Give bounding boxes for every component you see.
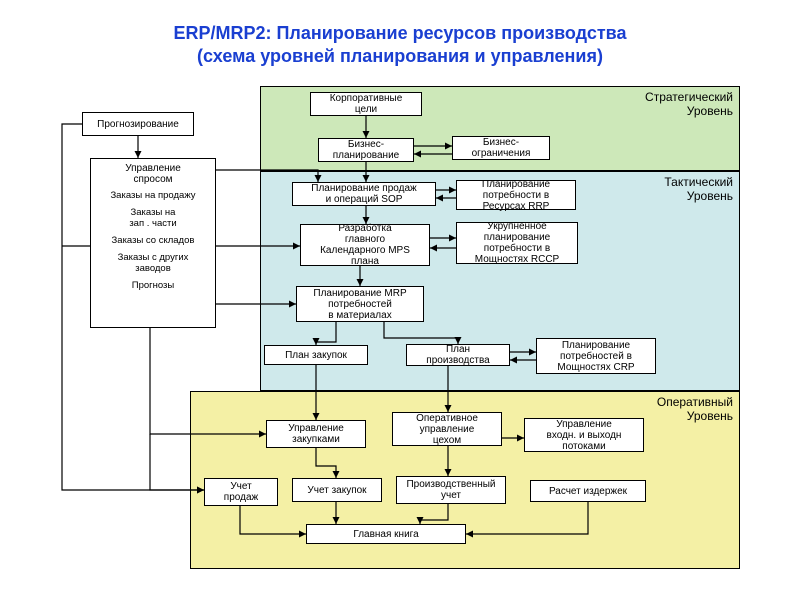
region-operational-label: ОперативныйУровень xyxy=(657,396,733,424)
node-cost_calc: Расчет издержек xyxy=(530,480,646,502)
node-purch_plan: План закупок xyxy=(264,345,368,365)
node-biz_constr: Бизнес-ограничения xyxy=(452,136,550,160)
node-sales_acct: Учетпродаж xyxy=(204,478,278,506)
demand-line-1: Заказы назап . части xyxy=(97,208,209,230)
node-prod_plan: Планпроизводства xyxy=(406,344,510,366)
node-biz_plan: Бизнес-планирование xyxy=(318,138,414,162)
node-crp: Планированиепотребностей вМощностях CRP xyxy=(536,338,656,374)
demand-management-box: Управлениеспросом Заказы на продажу Заказ… xyxy=(90,158,216,328)
page-title: ERP/MRP2: Планирование ресурсов производ… xyxy=(0,0,800,67)
node-shop_ctrl: Оперативноеуправлениецехом xyxy=(392,412,502,446)
node-prod_acct: Производственныйучет xyxy=(396,476,506,504)
node-mps: РазработкаглавногоКалендарного MPSплана xyxy=(300,224,430,266)
node-purch_acct: Учет закупок xyxy=(292,478,382,502)
demand-line-3: Заказы с другихзаводов xyxy=(97,253,209,275)
node-gl: Главная книга xyxy=(306,524,466,544)
title-line1: ERP/MRP2: Планирование ресурсов производ… xyxy=(173,23,626,43)
demand-line-4: Прогнозы xyxy=(97,281,209,292)
region-strategic-label: СтратегическийУровень xyxy=(645,91,733,119)
node-sop: Планирование продажи операций SOP xyxy=(292,182,436,206)
node-forecast: Прогнозирование xyxy=(82,112,194,136)
node-corp_goals: Корпоративныецели xyxy=(310,92,422,116)
demand-box-header: Управлениеспросом xyxy=(97,163,209,185)
node-mrp: Планирование MRPпотребностейв материалах xyxy=(296,286,424,322)
demand-line-0: Заказы на продажу xyxy=(97,191,209,202)
node-rrp: Планированиепотребности вРесурсах RRP xyxy=(456,180,576,210)
region-tactical-label: ТактическийУровень xyxy=(664,176,733,204)
node-rccp: Укрупненноепланированиепотребности вМощн… xyxy=(456,222,578,264)
title-line2: (схема уровней планирования и управления… xyxy=(197,46,603,66)
node-purch_mgmt: Управлениезакупками xyxy=(266,420,366,448)
demand-line-2: Заказы со складов xyxy=(97,236,209,247)
node-io_ctrl: Управлениевходн. и выходнпотоками xyxy=(524,418,644,452)
